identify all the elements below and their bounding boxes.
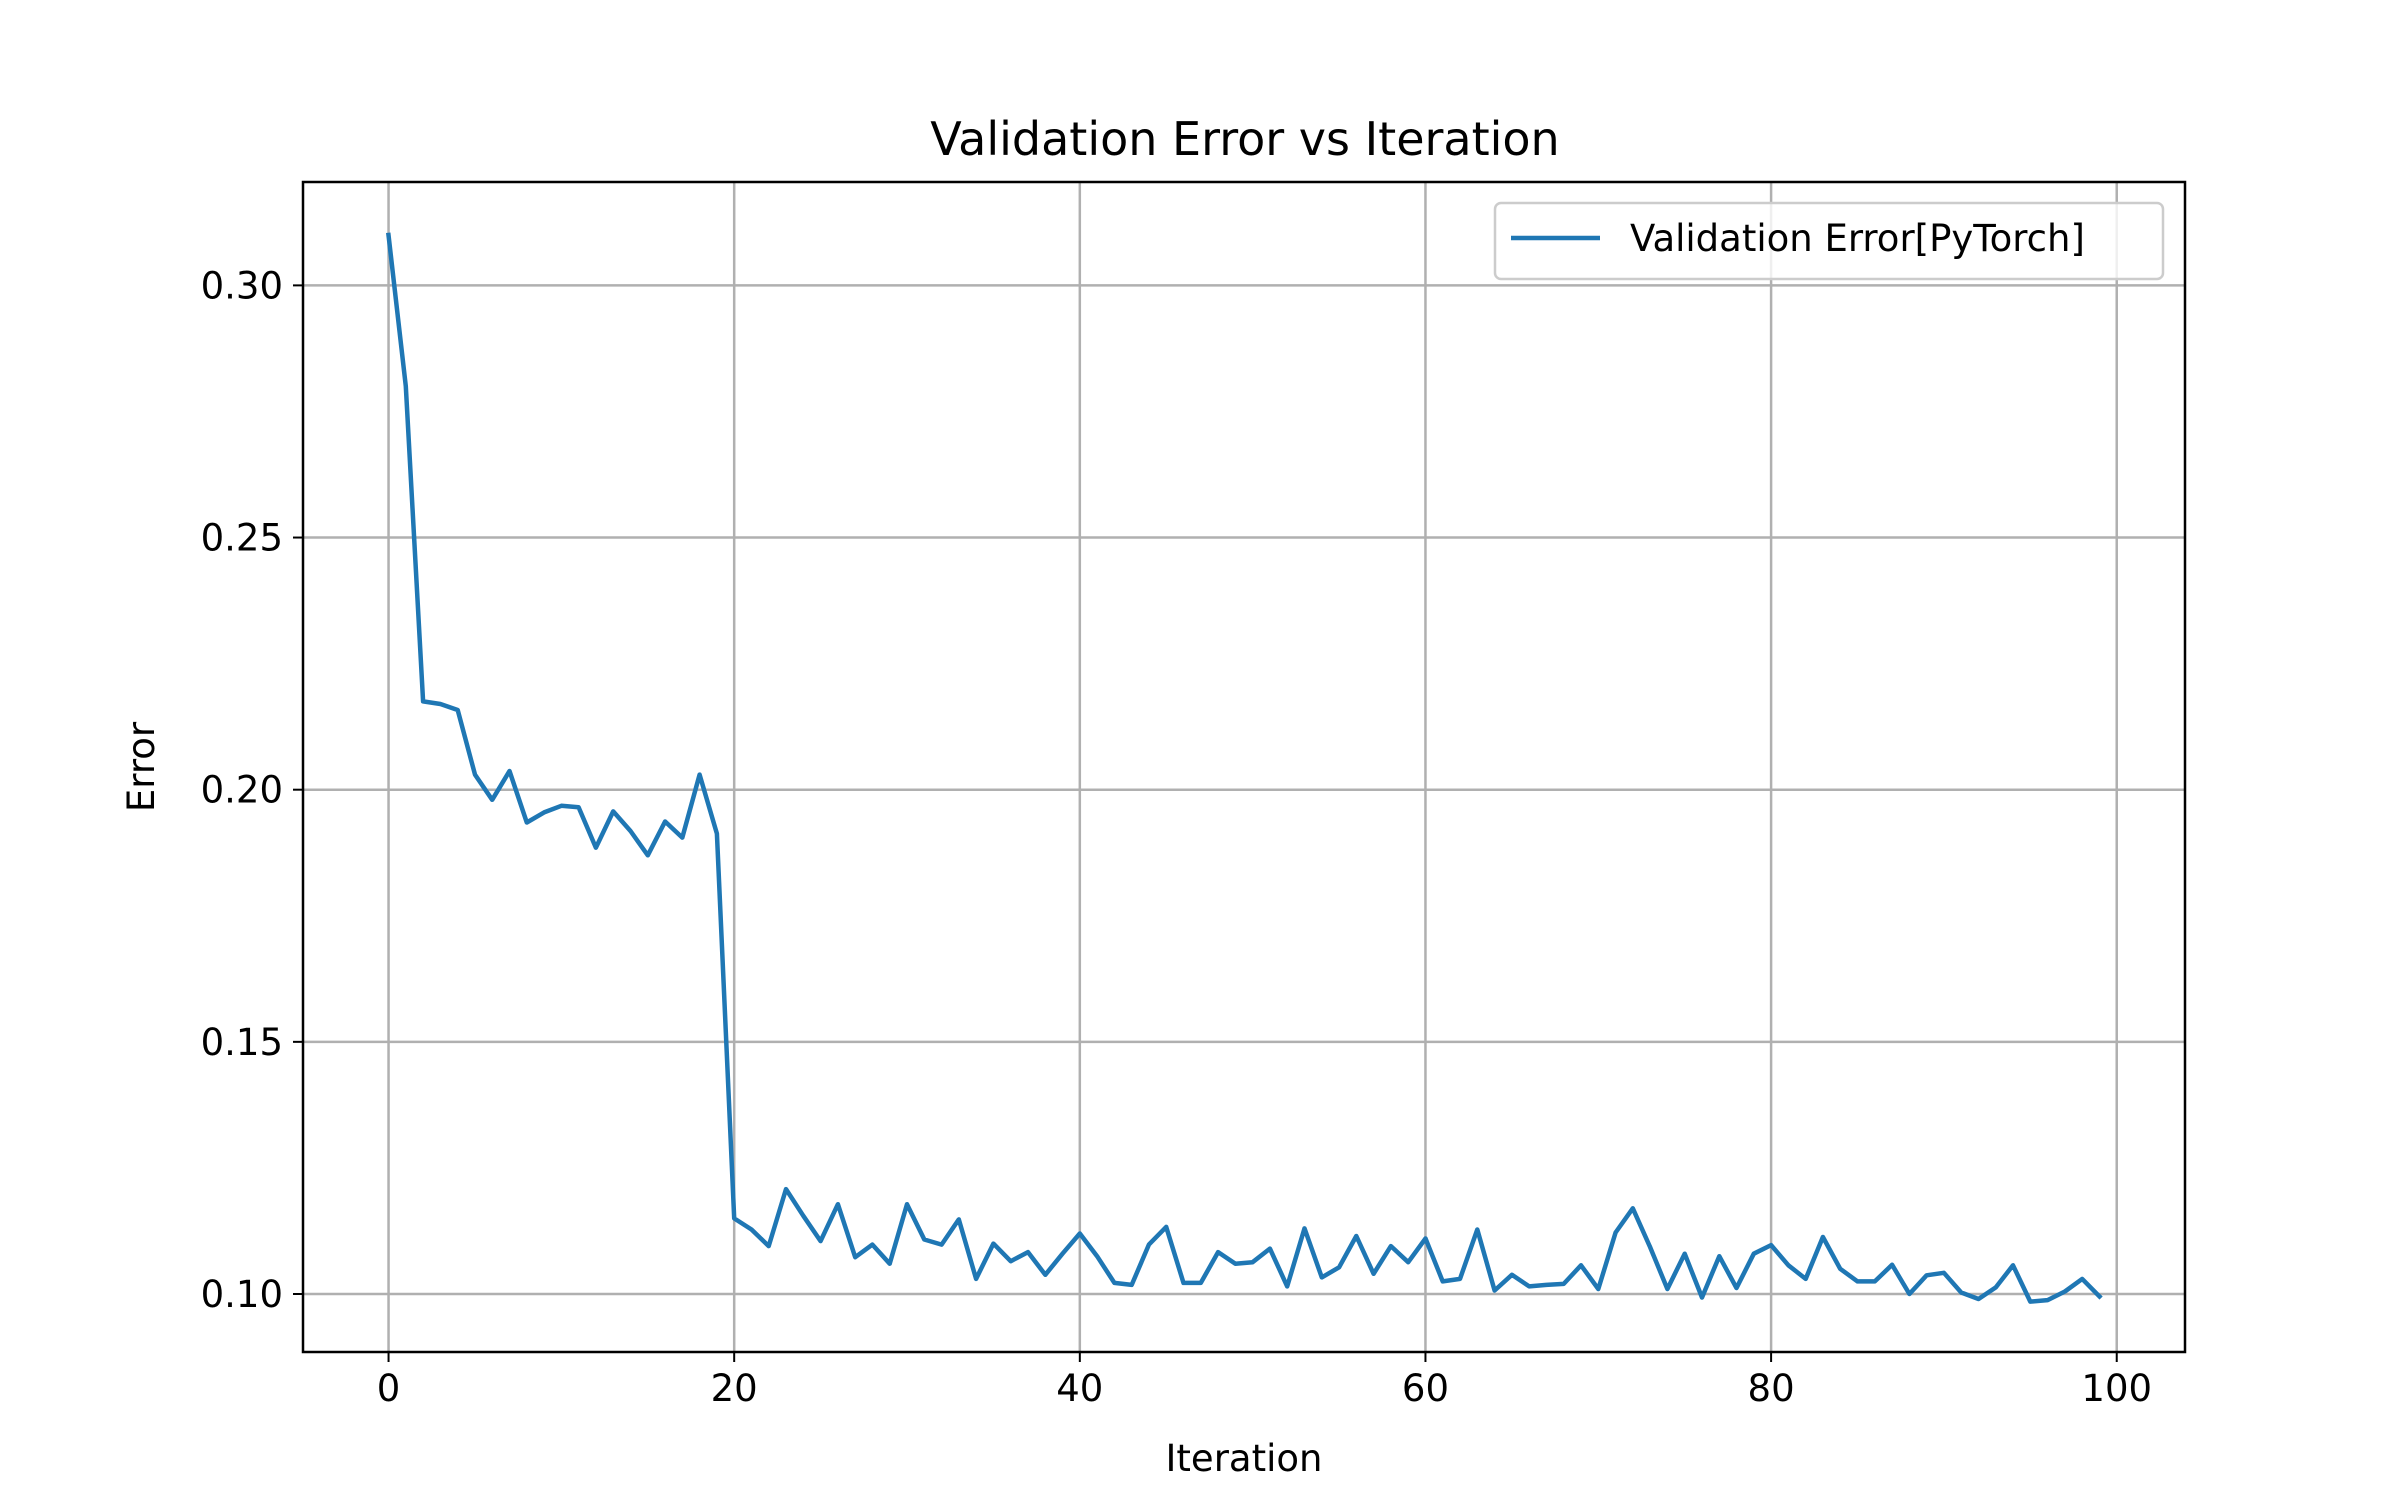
x-axis-label: Iteration [1166, 1437, 1323, 1480]
legend: Validation Error[PyTorch] [1493, 201, 2165, 281]
chart-title: Validation Error vs Iteration [930, 112, 1559, 166]
series-line-validation-error [386, 232, 2103, 1304]
x-tick-label: 100 [2081, 1367, 2152, 1410]
x-tick-label: 80 [1748, 1367, 1795, 1410]
x-tick-label: 20 [711, 1367, 758, 1410]
y-tick-label: 0.30 [201, 264, 283, 307]
y-tick-label: 0.20 [201, 769, 283, 812]
y-tick-label: 0.15 [201, 1021, 283, 1064]
axis-ticks: 0 20 40 60 80 100 0.10 0.15 0.20 0.25 0.30 [201, 264, 2152, 1410]
y-axis-label: Error [120, 721, 163, 812]
y-tick-label: 0.25 [201, 517, 283, 560]
x-tick-label: 40 [1056, 1367, 1103, 1410]
x-tick-label: 60 [1402, 1367, 1449, 1410]
plot-frame [301, 180, 2187, 1354]
x-tick-label: 0 [377, 1367, 401, 1410]
y-tick-label: 0.10 [201, 1273, 283, 1316]
series-layer [386, 232, 2103, 1304]
grid-lines [303, 182, 2185, 1352]
legend-box [1493, 201, 2165, 281]
legend-label-validation-error: Validation Error[PyTorch] [1630, 217, 2085, 260]
